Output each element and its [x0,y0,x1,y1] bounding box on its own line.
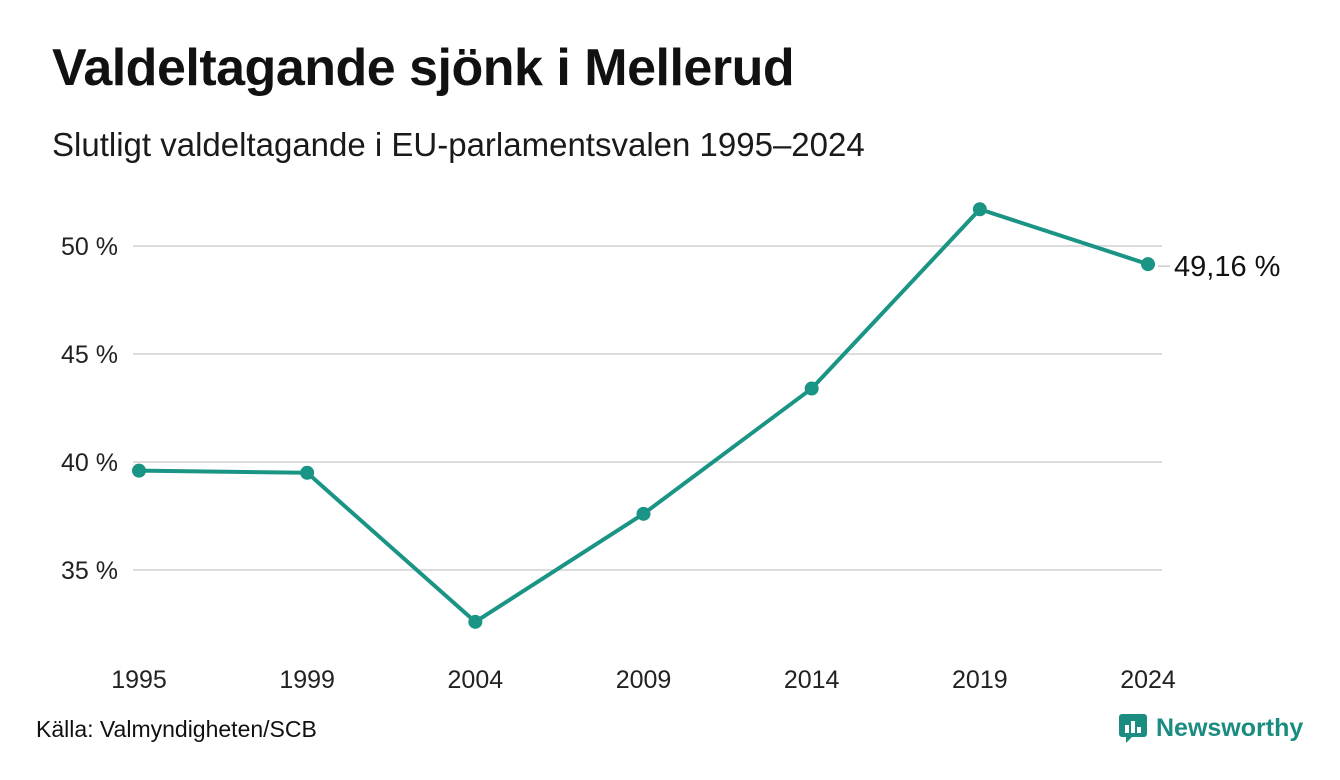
grid-lines [133,245,1162,571]
data-labels: 49,16 % [1158,251,1280,283]
chart-subtitle: Slutligt valdeltagande i EU-parlamentsva… [52,126,865,163]
data-point [468,614,483,629]
x-tick-label: 2004 [448,666,504,694]
x-tick-label: 1995 [111,666,167,694]
series-layer [132,202,1155,629]
brand-name: Newsworthy [1156,713,1304,742]
data-point [300,465,315,480]
data-point [804,381,819,396]
source-note: Källa: Valmyndigheten/SCB [36,716,317,742]
data-point [1141,257,1155,272]
y-tick-label: 50 % [61,233,118,261]
y-tick-label: 45 % [61,341,118,369]
series-line [137,207,1150,624]
data-point [132,463,146,478]
x-tick-label: 2014 [784,666,840,694]
y-tick-label: 35 % [61,557,118,585]
x-axis-ticks: 1995 1999 2004 2009 2014 2019 2024 [111,666,1176,694]
y-axis-ticks: 35 % 40 % 45 % 50 % [61,233,118,585]
x-tick-label: 2019 [952,666,1008,694]
end-value-label: 49,16 % [1174,251,1280,283]
data-point [636,506,651,521]
data-point [972,202,987,217]
y-tick-label: 40 % [61,449,118,477]
x-tick-label: 2024 [1120,666,1176,694]
chart-title: Valdeltagande sjönk i Mellerud [52,39,795,97]
x-tick-label: 1999 [279,666,335,694]
x-tick-label: 2009 [616,666,672,694]
brand-logo[interactable]: Newsworthy [1118,712,1303,744]
newsworthy-logo-icon [1119,714,1147,743]
